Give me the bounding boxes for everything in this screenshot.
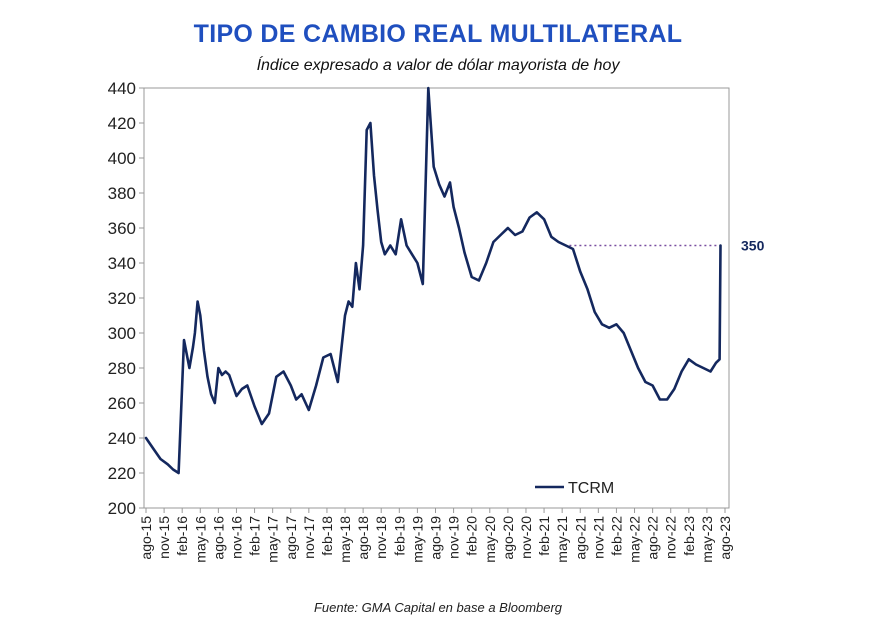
x-tick-label: ago-15 bbox=[138, 516, 154, 560]
x-tick-label: may-20 bbox=[482, 516, 498, 563]
y-tick-label: 420 bbox=[108, 114, 136, 133]
y-tick-label: 260 bbox=[108, 394, 136, 413]
legend: TCRM bbox=[535, 480, 614, 497]
x-tick-label: may-23 bbox=[699, 516, 715, 563]
x-tick-label: nov-15 bbox=[156, 516, 172, 559]
x-tick-label: may-21 bbox=[554, 516, 570, 563]
series-line-tcrm bbox=[144, 86, 722, 475]
x-tick-label: nov-22 bbox=[663, 516, 679, 559]
x-tick-label: nov-19 bbox=[446, 516, 462, 559]
x-tick-label: feb-23 bbox=[681, 516, 697, 556]
x-tick-label: may-22 bbox=[627, 516, 643, 563]
y-tick-label: 280 bbox=[108, 359, 136, 378]
x-tick-label: nov-18 bbox=[373, 516, 389, 559]
y-tick-label: 440 bbox=[108, 79, 136, 98]
x-tick-label: may-19 bbox=[409, 516, 425, 563]
x-tick-label: ago-22 bbox=[645, 516, 661, 560]
x-tick-label: feb-21 bbox=[536, 516, 552, 556]
x-tick-label: may-18 bbox=[337, 516, 353, 563]
end-value-label: 350 bbox=[741, 238, 765, 254]
y-tick-label: 220 bbox=[108, 464, 136, 483]
y-axis: 200 220 240 260 280 300 320 340 360 380 400 420 440 bbox=[108, 79, 144, 518]
y-tick-label: 360 bbox=[108, 219, 136, 238]
x-axis: ago-15 nov-15 feb-16 may-16 ago-16 nov-16 feb-… bbox=[138, 508, 733, 563]
x-tick-label: feb-19 bbox=[391, 516, 407, 556]
y-tick-label: 200 bbox=[108, 499, 136, 518]
x-tick-label: ago-20 bbox=[500, 516, 516, 560]
chart-title: TIPO DE CAMBIO REAL MULTILATERAL bbox=[193, 20, 683, 48]
x-tick-label: may-17 bbox=[265, 516, 281, 563]
x-tick-label: ago-21 bbox=[572, 516, 588, 560]
x-tick-label: ago-16 bbox=[210, 516, 226, 560]
x-tick-label: nov-20 bbox=[518, 516, 534, 559]
x-tick-label: feb-18 bbox=[319, 516, 335, 556]
x-tick-label: feb-20 bbox=[464, 516, 480, 556]
x-tick-label: feb-16 bbox=[174, 516, 190, 556]
plot-frame bbox=[143, 87, 730, 509]
y-tick-label: 340 bbox=[108, 254, 136, 273]
legend-label-tcrm: TCRM bbox=[568, 480, 614, 497]
chart-subtitle: Índice expresado a valor de dólar mayori… bbox=[256, 57, 620, 74]
x-tick-label: nov-16 bbox=[228, 516, 244, 559]
x-tick-label: feb-22 bbox=[608, 516, 624, 556]
y-tick-label: 380 bbox=[108, 184, 136, 203]
x-tick-label: ago-17 bbox=[283, 516, 299, 560]
y-tick-label: 240 bbox=[108, 429, 136, 448]
x-tick-label: ago-19 bbox=[428, 516, 444, 560]
x-tick-label: feb-17 bbox=[247, 516, 263, 556]
x-tick-label: ago-23 bbox=[717, 516, 733, 560]
y-tick-label: 320 bbox=[108, 289, 136, 308]
x-tick-label: nov-17 bbox=[301, 516, 317, 559]
y-tick-label: 300 bbox=[108, 324, 136, 343]
source-note: Fuente: GMA Capital en base a Bloomberg bbox=[313, 600, 563, 615]
x-tick-label: ago-18 bbox=[355, 516, 371, 560]
y-tick-label: 400 bbox=[108, 149, 136, 168]
x-tick-label: may-16 bbox=[192, 516, 208, 563]
x-tick-label: nov-21 bbox=[590, 516, 606, 559]
